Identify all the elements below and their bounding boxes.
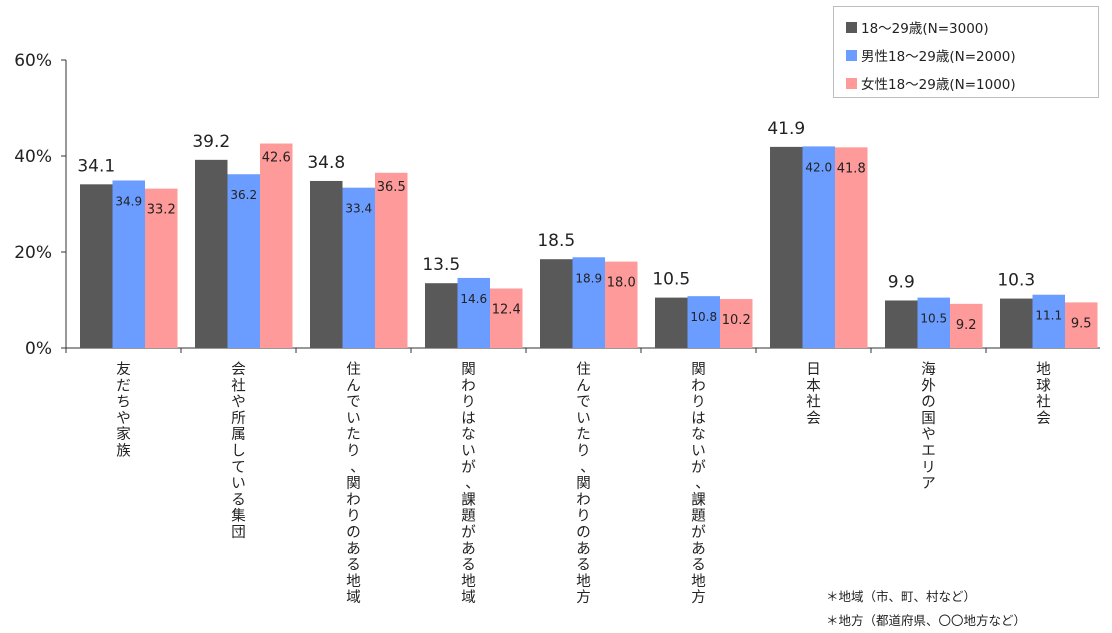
data-label: 10.5: [652, 270, 690, 290]
bar: [802, 146, 835, 348]
data-label: 42.0: [805, 160, 832, 174]
bar: [572, 257, 605, 348]
bar: [145, 188, 178, 348]
bar: [770, 146, 803, 348]
bar: [605, 261, 638, 348]
bar: [80, 184, 113, 348]
bar: [655, 297, 688, 348]
data-label: 10.5: [920, 312, 947, 326]
data-label: 34.8: [307, 153, 345, 173]
data-label: 41.8: [837, 161, 866, 176]
data-label: 18.9: [575, 271, 602, 285]
bar: [1032, 294, 1065, 348]
bar: [490, 288, 523, 348]
data-label: 9.9: [888, 272, 915, 292]
category-label: 会社や所属している集団: [231, 361, 246, 541]
bar: [1065, 302, 1098, 348]
data-label: 14.6: [460, 292, 487, 306]
y-tick-label: 60%: [14, 51, 52, 71]
bar: [457, 277, 490, 348]
bar: [1000, 298, 1033, 348]
bar: [195, 159, 228, 348]
bars: [80, 143, 1098, 348]
legend-swatch: [846, 21, 857, 33]
bar: [540, 259, 573, 348]
bar: [310, 180, 343, 348]
category-label: 友だちや家族: [116, 361, 131, 460]
category-label: 住んでいたり、関わりのある地域: [346, 361, 365, 606]
data-label: 34.1: [77, 156, 115, 176]
data-label: 13.5: [422, 255, 460, 275]
data-label: 10.2: [722, 313, 751, 328]
legend-item: 男性18〜29歳(N=2000): [846, 41, 1098, 69]
data-label: 36.5: [377, 180, 406, 195]
category-label: 関わりはないが、課題がある地方: [691, 362, 710, 606]
legend: 18〜29歳(N=3000) 男性18〜29歳(N=2000) 女性18〜29歳…: [833, 6, 1099, 98]
footnote-prefecture: ＊地方（都道府県、〇〇地方など）: [826, 613, 1027, 628]
data-label: 42.6: [262, 151, 291, 166]
data-label: 33.2: [147, 203, 176, 218]
data-label: 10.8: [690, 310, 717, 324]
legend-label: 男性18〜29歳(N=2000): [861, 49, 1016, 65]
category-label: 関わりはないが、課題がある地域: [461, 362, 480, 606]
bar: [227, 174, 260, 348]
legend-swatch: [846, 77, 857, 89]
bar: [835, 147, 868, 348]
data-label: 9.2: [956, 318, 977, 333]
bar: [687, 296, 720, 348]
category-label: 海外の国やエリア: [921, 361, 936, 492]
category-label: 地球社会: [1036, 361, 1051, 427]
data-label: 10.3: [997, 271, 1035, 291]
bar: [720, 299, 753, 348]
data-labels: 34.1 34.9 33.2 39.2 36.2 42.6 34.8 33.4 36.5 13.5…: [77, 119, 1091, 333]
bar: [917, 297, 950, 348]
data-label: 41.9: [767, 119, 805, 139]
bar: [112, 180, 145, 348]
bar: [375, 172, 408, 348]
legend-label: 18〜29歳(N=3000): [861, 21, 989, 37]
data-label: 18.0: [607, 276, 636, 291]
category-label: 日本社会: [806, 362, 821, 427]
category-label: 住んでいたり、関わりのある地方: [576, 361, 595, 606]
bar: [425, 283, 458, 348]
data-label: 34.9: [115, 194, 142, 208]
y-tick-label: 0%: [25, 339, 52, 359]
bar: [885, 300, 918, 348]
legend-swatch: [846, 49, 857, 61]
bar: [950, 303, 983, 348]
y-tick-label: 20%: [14, 243, 52, 263]
footnotes: ＊地域（市、町、村など） ＊地方（都道府県、〇〇地方など）: [826, 585, 1026, 633]
legend-item: 女性18〜29歳(N=1000): [846, 69, 1098, 97]
bar: [342, 187, 375, 348]
footnote-region: ＊地域（市、町、村など）: [826, 589, 977, 604]
legend-label: 女性18〜29歳(N=1000): [861, 77, 1016, 93]
category-labels: 友だちや家族 会社や所属している集団 住んでいたり、関わりのある地域 関わりはないが、…: [116, 361, 1051, 606]
data-label: 18.5: [537, 231, 575, 251]
data-label: 36.2: [230, 188, 257, 202]
data-label: 33.4: [345, 202, 372, 216]
legend-item: 18〜29歳(N=3000): [846, 13, 1098, 41]
bar: [260, 143, 293, 348]
y-tick-label: 40%: [14, 147, 52, 167]
data-label: 12.4: [492, 302, 521, 317]
data-label: 9.5: [1071, 316, 1092, 331]
data-label: 39.2: [192, 132, 230, 152]
data-label: 11.1: [1035, 309, 1062, 323]
